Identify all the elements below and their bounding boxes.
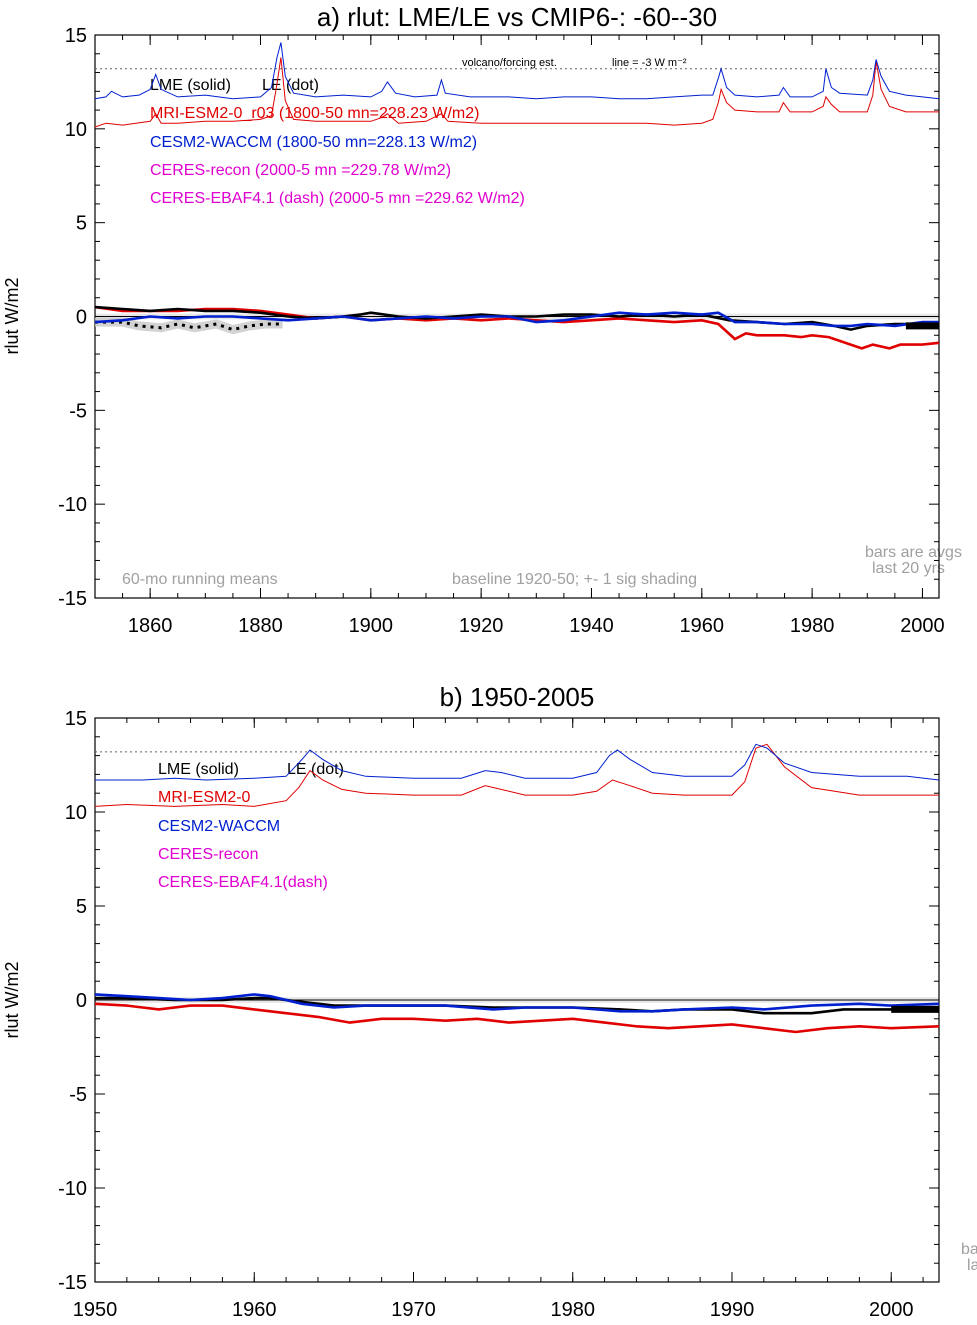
panel-b-legend-le: LE (dot): [287, 761, 344, 778]
panel-a-running-note: 60-mo running means: [122, 571, 278, 588]
panel-b-legend-ceres-recon: CERES-recon: [158, 846, 258, 863]
panel-b-ytick-label: -10: [58, 1178, 87, 1200]
panel-b-ytick-label: 5: [76, 896, 87, 918]
panel-b-title: b) 1950-2005: [440, 682, 595, 712]
panel-a-plot-group: 15 10 5 0 -5 -10 -15 1860 1880 1900 1920 1940 1960 19…: [58, 25, 945, 637]
panel-b-legend-ceres-ebaf: CERES-EBAF4.1(dash): [158, 874, 328, 891]
panel-a-ytick-label: -10: [58, 494, 87, 516]
panel-a-xtick-label: 1860: [128, 615, 173, 637]
panel-b-xtick-label: 1990: [710, 1299, 755, 1321]
panel-a-title: a) rlut: LME/LE vs CMIP6-: -60--30: [317, 2, 717, 32]
panel-b-plot-group: 15 10 5 0 -5 -10 -15 1950 1960 1970 1980 1990 2000: [58, 708, 940, 1321]
panel-b-ytick-label: 15: [65, 708, 87, 730]
panel-a-ytick-label: 5: [76, 213, 87, 235]
panel-b-xtick-label: 1950: [73, 1299, 118, 1321]
panel-a-ylabel: rlut W/m2: [2, 277, 22, 354]
panel-a-xtick-label: 1900: [349, 615, 394, 637]
panel-b-xtick-label: 1980: [550, 1299, 595, 1321]
panel-b-ylabel: rlut W/m2: [2, 961, 22, 1038]
panel-a-ytick-label: 10: [65, 119, 87, 141]
panel-b-legend-cesm: CESM2-WACCM: [158, 818, 280, 835]
panel-b-legend-lme: LME (solid): [158, 761, 239, 778]
panel-a-mri-line: [94, 305, 940, 350]
panel-b-lme-line: [95, 996, 940, 1015]
panel-b-xtick-label: 1970: [391, 1299, 436, 1321]
panel-a-xtick-label: 1940: [569, 615, 614, 637]
panel-a-ytick-label: 15: [65, 25, 87, 47]
panel-a-legend-mri: MRI-ESM2-0_r03 (1800-50 mn=228.23 W/m2): [150, 105, 479, 122]
panel-a-cesm-line: [94, 311, 939, 328]
panel-a-baseline-note: baseline 1920-50; +- 1 sig shading: [452, 571, 697, 588]
panel-b-forcing-blue-line: [95, 743, 940, 781]
panel-a-forcing-red-line: [94, 57, 939, 128]
panel-b-bars-note-2: la: [967, 1257, 977, 1274]
panel-b-xtick-label: 1960: [232, 1299, 277, 1321]
panel-a-legend-ceres-recon: CERES-recon (2000-5 mn =229.78 W/m2): [150, 162, 451, 179]
panel-b-mri-line: [94, 1002, 940, 1034]
panel-a-legend-cesm: CESM2-WACCM (1800-50 mn=228.13 W/m2): [150, 134, 477, 151]
panel-b-bars-note-1: ba: [961, 1241, 977, 1258]
panel-a-forcing-blue-line: [94, 42, 940, 100]
panel-a-legend-ceres-ebaf: CERES-EBAF4.1 (dash) (2000-5 mn =229.62 …: [150, 190, 525, 207]
panel-a-ytick-label: -15: [58, 588, 87, 610]
panel-b-ytick-label: -5: [69, 1084, 87, 1106]
panel-a-xtick-label: 1960: [680, 615, 725, 637]
panel-b-ytick-label: 10: [65, 802, 87, 824]
panel-a-legend-le: LE (dot): [262, 77, 319, 94]
panel-a-volcano-note: volcano/forcing est.: [462, 57, 557, 69]
panel-a-bars-note-1: bars are avgs: [865, 544, 962, 561]
panel-b-cesm-line: [94, 993, 940, 1013]
panel-a-xtick-label: 1980: [790, 615, 835, 637]
panel-a-ytick-label: -5: [69, 400, 87, 422]
panel-a-legend-lme: LME (solid): [150, 77, 231, 94]
panel-a-xtick-label: 1880: [238, 615, 283, 637]
panel-a-ytick-label: 0: [76, 307, 87, 329]
panel-a-line-note: line = -3 W m⁻²: [612, 57, 687, 69]
panel-a-le-shading: [95, 317, 283, 335]
panel-b-legend-mri: MRI-ESM2-0: [158, 789, 251, 806]
panel-a-bars-note-2: last 20 yrs: [872, 560, 945, 577]
panel-b-ytick-label: 0: [76, 990, 87, 1012]
panel-a-xtick-label: 1920: [459, 615, 504, 637]
panel-b-xtick-label: 2000: [869, 1299, 914, 1321]
panel-a-xtick-label: 2000: [900, 615, 945, 637]
panel-b-forcing-red-line: [94, 743, 939, 807]
panel-b-ytick-label: -15: [58, 1272, 87, 1294]
